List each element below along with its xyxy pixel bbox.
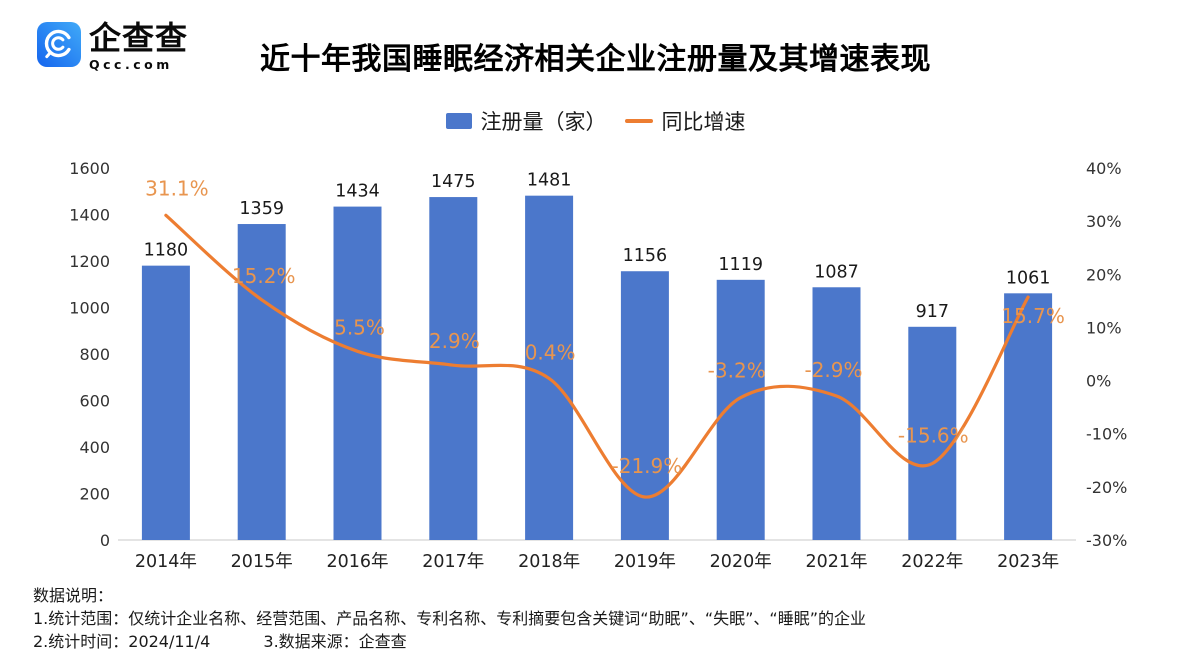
x-axis-label: 2020年 bbox=[710, 552, 772, 572]
growth-label: 0.4% bbox=[525, 340, 576, 364]
bar-2022年 bbox=[908, 326, 957, 540]
left-axis-tick: 800 bbox=[79, 345, 110, 364]
right-axis-tick: 10% bbox=[1086, 318, 1122, 337]
left-axis-tick: 400 bbox=[79, 438, 110, 457]
x-axis-label: 2022年 bbox=[901, 552, 963, 572]
growth-label: 5.5% bbox=[334, 315, 385, 339]
bar-value-label: 1119 bbox=[718, 255, 763, 275]
x-axis-label: 2023年 bbox=[997, 552, 1059, 572]
qcc-logo: 企查查 Qcc.com bbox=[37, 22, 188, 72]
x-axis-label: 2018年 bbox=[518, 552, 580, 572]
footer-heading: 数据说明： bbox=[33, 586, 114, 605]
left-axis-tick: 1000 bbox=[69, 299, 110, 318]
legend-item-growth: 同比增速 bbox=[624, 106, 746, 136]
x-axis-label: 2019年 bbox=[614, 552, 676, 572]
footer-note-row: 2.统计时间：2024/11/4 3.数据来源：企查查 bbox=[33, 630, 866, 653]
left-axis-tick: 200 bbox=[79, 485, 110, 504]
bar-2023年 bbox=[1004, 293, 1053, 540]
right-axis-tick: 30% bbox=[1086, 212, 1122, 231]
bar-value-label: 1087 bbox=[814, 262, 859, 282]
growth-label: 31.1% bbox=[145, 176, 209, 200]
bar-2016年 bbox=[333, 206, 382, 540]
bar-value-label: 1156 bbox=[623, 246, 668, 266]
logo-outer-c bbox=[44, 29, 71, 58]
logo-inner-c bbox=[51, 36, 65, 51]
growth-line bbox=[164, 213, 1030, 499]
growth-label: -2.9% bbox=[804, 358, 862, 382]
bar-2021年 bbox=[812, 287, 861, 540]
bar-value-label: 1434 bbox=[335, 182, 380, 202]
left-axis-tick: 1600 bbox=[69, 159, 110, 178]
logo-subtext: Qcc.com bbox=[89, 57, 173, 72]
bar-value-label: 1475 bbox=[431, 172, 476, 192]
x-axis-label: 2017年 bbox=[422, 552, 484, 572]
right-axis-tick: -10% bbox=[1086, 425, 1127, 444]
logo-text: 企查查 bbox=[89, 19, 189, 57]
left-axis-tick: 1400 bbox=[69, 206, 110, 225]
legend-bar-swatch-icon bbox=[445, 113, 472, 129]
x-axis-label: 2014年 bbox=[135, 552, 197, 572]
right-axis-tick: -20% bbox=[1086, 478, 1127, 497]
left-axis-tick: 0 bbox=[100, 531, 110, 550]
bar-value-label: 1061 bbox=[1006, 268, 1051, 288]
bar-2015年 bbox=[237, 224, 286, 540]
logo-text-block: 企查查 Qcc.com bbox=[89, 22, 188, 72]
x-axis-label: 2016年 bbox=[326, 552, 388, 572]
bar-value-label: 1180 bbox=[144, 241, 189, 261]
bar-value-label: 917 bbox=[916, 302, 949, 322]
right-axis-tick: 20% bbox=[1086, 265, 1122, 284]
growth-label: -21.9% bbox=[612, 454, 683, 478]
legend-line-swatch-icon bbox=[624, 119, 653, 123]
combo-chart: 0 200 400 600 800 1000 1200 1400 1600 -30% -20% -10… bbox=[69, 159, 1127, 572]
logo-tail bbox=[45, 51, 52, 59]
bar-2018年 bbox=[525, 195, 574, 541]
legend-line-label: 同比增速 bbox=[661, 110, 746, 134]
bar-value-label: 1481 bbox=[527, 171, 572, 191]
x-axis-label: 2015年 bbox=[231, 552, 293, 572]
growth-label: 15.7% bbox=[1001, 304, 1065, 328]
growth-label: 2.9% bbox=[429, 329, 480, 353]
footer-note-2: 2.统计时间：2024/11/4 bbox=[33, 632, 211, 651]
footer-notes: 数据说明： 1.统计范围：仅统计企业名称、经营范围、产品名称、专利名称、专利摘要… bbox=[33, 584, 866, 653]
right-axis-tick: -30% bbox=[1086, 531, 1127, 550]
left-axis-tick: 600 bbox=[79, 392, 110, 411]
qcc-logo-icon bbox=[37, 22, 81, 67]
right-axis-tick: 0% bbox=[1086, 372, 1111, 391]
legend-bar-label: 注册量（家） bbox=[480, 110, 607, 134]
growth-label: 15.2% bbox=[232, 264, 296, 288]
right-axis-tick: 40% bbox=[1086, 159, 1122, 178]
footer-note-3: 3.数据来源：企查查 bbox=[263, 632, 407, 651]
bar-2017年 bbox=[429, 197, 478, 540]
bar-2014年 bbox=[141, 265, 190, 540]
bar-2019年 bbox=[620, 271, 669, 540]
bar-value-label: 1359 bbox=[239, 199, 284, 219]
growth-label: -15.6% bbox=[898, 423, 969, 447]
legend: 注册量（家） 同比增速 bbox=[0, 106, 1191, 136]
page-title: 近十年我国睡眠经济相关企业注册量及其增速表现 bbox=[260, 42, 931, 77]
legend-item-registrations: 注册量（家） bbox=[445, 106, 607, 136]
left-axis-tick: 1200 bbox=[69, 252, 110, 271]
footer-note-1: 1.统计范围：仅统计企业名称、经营范围、产品名称、专利名称、专利摘要包含关键词“… bbox=[33, 609, 867, 628]
growth-label: -3.2% bbox=[708, 359, 766, 383]
x-axis-label: 2021年 bbox=[805, 552, 867, 572]
